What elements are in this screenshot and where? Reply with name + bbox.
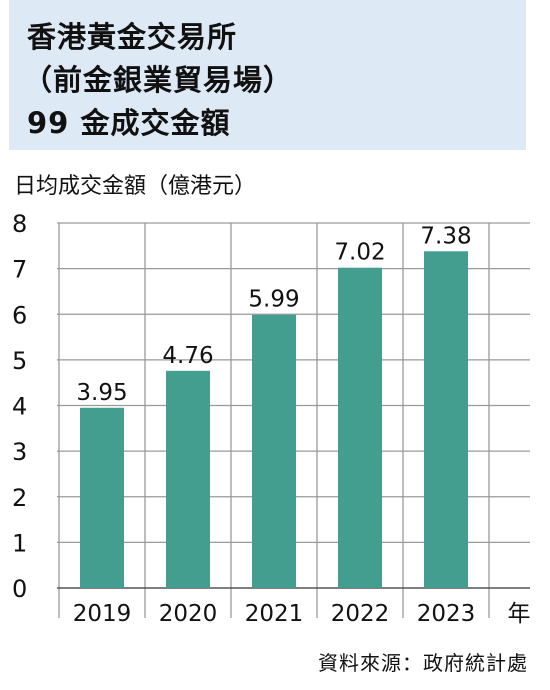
bar-2022 xyxy=(338,267,382,588)
data-label-2020: 4.76 xyxy=(162,343,213,369)
bar-2019 xyxy=(80,407,124,588)
chart-title-line-3: 99 金成交金額 xyxy=(27,106,231,140)
source-note: 資料來源：政府統計處 xyxy=(318,651,528,675)
x-tick-label-2021: 2021 xyxy=(245,601,304,627)
x-tick-label-2019: 2019 xyxy=(73,601,132,627)
bar-2023 xyxy=(424,251,468,588)
chart-title-line-1: 香港黃金交易所 xyxy=(27,20,238,54)
data-label-2022: 7.02 xyxy=(334,240,385,266)
y-tick-label-5: 5 xyxy=(12,347,27,375)
y-tick-label-4: 4 xyxy=(12,393,27,421)
x-tick-label-2020: 2020 xyxy=(159,601,218,627)
y-tick-label-8: 8 xyxy=(12,210,27,238)
y-tick-label-2: 2 xyxy=(12,484,27,512)
y-tick-label-7: 7 xyxy=(12,256,27,284)
x-tick-label-2022: 2022 xyxy=(331,601,390,627)
chart-title-line-2: （前金銀業貿易場） xyxy=(23,63,294,97)
y-tick-label-6: 6 xyxy=(12,301,27,329)
bar-2020 xyxy=(166,370,210,588)
data-label-2023: 7.38 xyxy=(420,223,471,249)
x-tick-label-2023: 2023 xyxy=(417,601,476,627)
data-label-2021: 5.99 xyxy=(248,287,299,313)
y-tick-label-3: 3 xyxy=(12,438,27,466)
title-box: 香港黃金交易所 （前金銀業貿易場） 99 金成交金額 xyxy=(9,0,526,150)
y-axis-unit-label: 日均成交金額（億港元） xyxy=(14,174,257,199)
y-tick-label-1: 1 xyxy=(12,529,27,557)
y-tick-label-0: 0 xyxy=(12,575,27,603)
bar-2021 xyxy=(252,314,296,588)
data-label-2019: 3.95 xyxy=(76,380,127,406)
x-axis-label: 年 xyxy=(508,601,531,627)
